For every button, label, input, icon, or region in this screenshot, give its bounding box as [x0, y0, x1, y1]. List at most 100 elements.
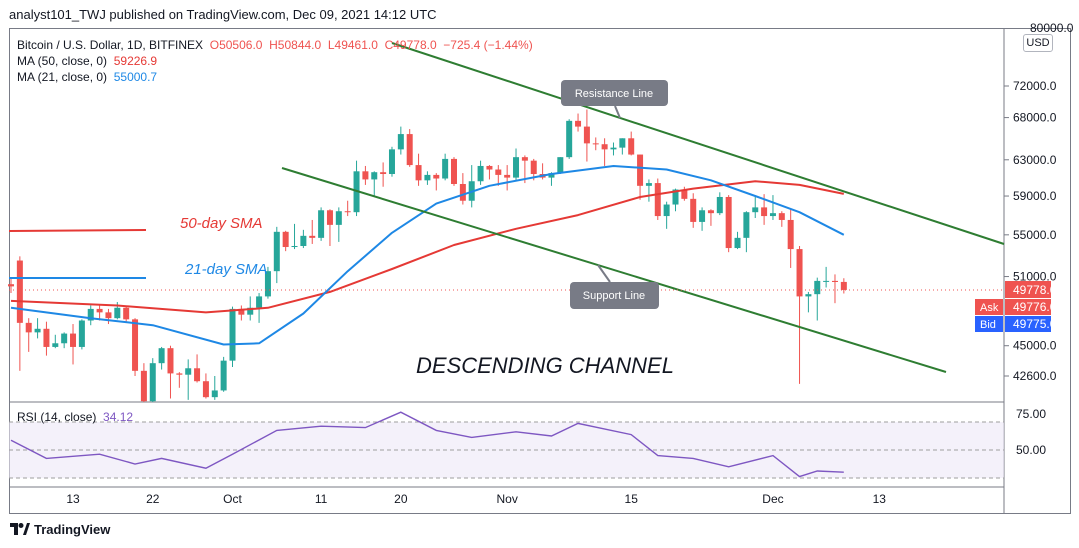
candle-body[interactable]	[548, 173, 555, 178]
candle-body[interactable]	[123, 307, 130, 320]
candle-body[interactable]	[442, 158, 449, 179]
candle-body[interactable]	[264, 271, 271, 297]
candle-body[interactable]	[43, 328, 50, 347]
candle-body[interactable]	[566, 120, 573, 158]
candle-body[interactable]	[167, 348, 174, 374]
candle-body[interactable]	[309, 235, 316, 238]
candle-body[interactable]	[840, 281, 847, 290]
candle-body[interactable]	[70, 333, 77, 347]
candle-body[interactable]	[752, 207, 759, 213]
candle-body[interactable]	[362, 171, 369, 180]
candle-body[interactable]	[371, 172, 378, 180]
candle-body[interactable]	[707, 210, 714, 214]
candle-body[interactable]	[291, 245, 298, 248]
candle-body[interactable]	[637, 154, 644, 186]
candle-body[interactable]	[681, 189, 688, 199]
candle-body[interactable]	[229, 308, 236, 361]
candle-body[interactable]	[211, 390, 218, 398]
candle-body[interactable]	[318, 210, 325, 238]
candle-body[interactable]	[495, 169, 502, 175]
candle-body[interactable]	[583, 126, 590, 144]
resistance-trendline[interactable]	[391, 42, 1005, 245]
support-callout[interactable]: Support Line	[570, 264, 659, 309]
candle-body[interactable]	[300, 235, 307, 246]
candle-body[interactable]	[8, 284, 14, 287]
candle-body[interactable]	[654, 183, 661, 217]
time-axis[interactable]: 13 22 Oct 11 20 Nov 15 Dec 13	[66, 492, 886, 506]
candle-body[interactable]	[87, 308, 94, 321]
candle-body[interactable]	[202, 381, 209, 398]
candle-body[interactable]	[238, 308, 245, 315]
candle-body[interactable]	[433, 174, 440, 179]
candle-body[interactable]	[61, 333, 68, 344]
candle-body[interactable]	[513, 157, 520, 178]
candle-body[interactable]	[25, 322, 32, 333]
resistance-callout[interactable]: Resistance Line	[561, 80, 668, 119]
candle-body[interactable]	[778, 213, 785, 220]
candle-body[interactable]	[699, 210, 706, 222]
candles-group[interactable]	[8, 109, 847, 402]
candle-body[interactable]	[743, 212, 750, 238]
candle-body[interactable]	[194, 368, 201, 382]
candle-body[interactable]	[477, 165, 484, 182]
candle-body[interactable]	[344, 211, 351, 213]
candle-body[interactable]	[282, 231, 289, 248]
candle-body[interactable]	[619, 138, 626, 148]
candle-body[interactable]	[451, 158, 457, 184]
candle-body[interactable]	[592, 143, 599, 145]
candle-body[interactable]	[185, 368, 192, 375]
candle-body[interactable]	[380, 172, 387, 175]
candle-body[interactable]	[557, 157, 564, 174]
candle-body[interactable]	[247, 307, 254, 315]
candle-body[interactable]	[114, 307, 121, 319]
candle-body[interactable]	[823, 280, 830, 282]
candle-body[interactable]	[716, 196, 723, 214]
candle-body[interactable]	[335, 211, 342, 225]
tradingview-logo[interactable]: TradingView	[10, 522, 110, 538]
candle-body[interactable]	[690, 198, 697, 222]
candle-body[interactable]	[601, 144, 608, 150]
candle-body[interactable]	[424, 174, 431, 181]
candle-body[interactable]	[504, 174, 511, 178]
candle-body[interactable]	[34, 328, 41, 333]
candle-body[interactable]	[406, 134, 413, 166]
candle-body[interactable]	[96, 308, 103, 313]
candle-body[interactable]	[415, 165, 422, 181]
candle-body[interactable]	[672, 189, 679, 205]
candle-body[interactable]	[176, 373, 183, 375]
candle-body[interactable]	[787, 219, 794, 250]
candle-body[interactable]	[220, 360, 227, 391]
candle-body[interactable]	[831, 280, 838, 282]
candle-body[interactable]	[140, 370, 147, 402]
candle-body[interactable]	[761, 207, 768, 217]
candle-body[interactable]	[256, 296, 263, 308]
candle-body[interactable]	[769, 213, 776, 217]
candle-body[interactable]	[628, 138, 635, 155]
price-axis[interactable]: 80000.0 72000.0 68000.0 63000.0 59000.0 5500…	[975, 21, 1074, 457]
candle-body[interactable]	[273, 231, 280, 272]
candle-body[interactable]	[575, 120, 582, 127]
candle-body[interactable]	[610, 147, 617, 150]
candle-body[interactable]	[459, 183, 466, 201]
candle-body[interactable]	[645, 183, 652, 186]
chart-frame[interactable]	[9, 28, 1071, 514]
candle-body[interactable]	[521, 157, 528, 161]
candle-body[interactable]	[530, 160, 537, 175]
candle-body[interactable]	[814, 280, 821, 295]
support-trendline[interactable]	[281, 167, 947, 373]
candle-body[interactable]	[326, 210, 333, 225]
currency-button[interactable]: USD	[1023, 34, 1053, 52]
candle-body[interactable]	[78, 320, 85, 347]
candle-body[interactable]	[486, 165, 493, 170]
candle-body[interactable]	[158, 348, 165, 364]
candle-body[interactable]	[805, 294, 812, 297]
candle-body[interactable]	[734, 237, 741, 249]
candle-body[interactable]	[388, 149, 395, 175]
candle-body[interactable]	[397, 134, 404, 150]
candle-body[interactable]	[52, 343, 59, 347]
candle-body[interactable]	[105, 312, 112, 319]
candle-body[interactable]	[663, 204, 670, 217]
candle-body[interactable]	[149, 363, 156, 402]
candle-body[interactable]	[725, 196, 732, 249]
